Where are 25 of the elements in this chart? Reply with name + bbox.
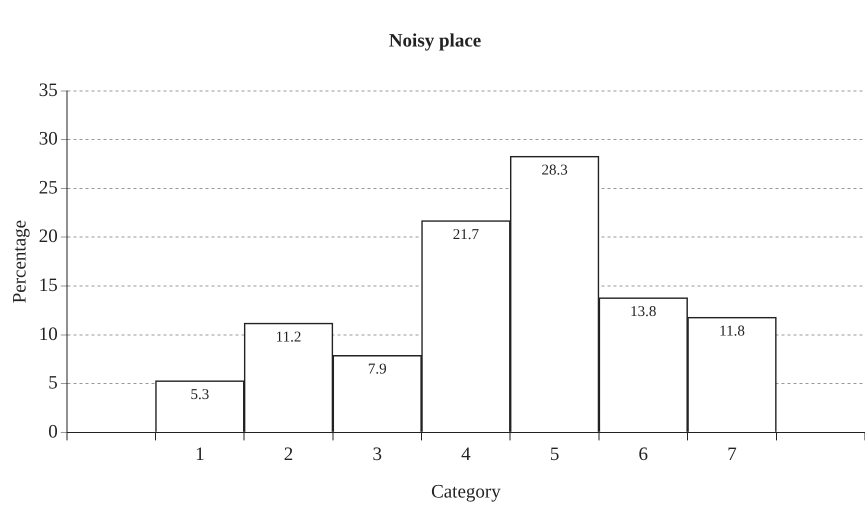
x-tick-label: 2 bbox=[284, 444, 294, 465]
data-label: 21.7 bbox=[452, 227, 480, 244]
y-tick-label: 25 bbox=[38, 177, 58, 198]
x-axis-title: Category bbox=[431, 482, 502, 503]
y-axis-title: Percentage bbox=[9, 220, 30, 304]
data-label: 7.9 bbox=[368, 362, 387, 378]
y-tick-label: 20 bbox=[38, 226, 58, 248]
y-tick-label: 0 bbox=[48, 421, 58, 442]
y-tick-label: 15 bbox=[38, 274, 58, 296]
x-tick-label: 3 bbox=[372, 444, 382, 465]
data-label: 5.3 bbox=[190, 387, 210, 404]
y-tick-label: 30 bbox=[38, 128, 58, 150]
y-tick-label: 5 bbox=[48, 372, 58, 394]
data-label: 11.8 bbox=[719, 324, 745, 340]
x-tick-label: 5 bbox=[550, 444, 560, 465]
y-tick-label: 10 bbox=[38, 324, 58, 345]
x-tick-label: 7 bbox=[727, 444, 737, 465]
data-label: 11.2 bbox=[276, 330, 302, 346]
x-tick-label: 1 bbox=[195, 444, 205, 465]
chart-title: Noisy place bbox=[388, 30, 482, 52]
data-label: 28.3 bbox=[541, 162, 568, 179]
y-tick-label: 35 bbox=[38, 80, 58, 101]
x-tick-label: 6 bbox=[638, 444, 648, 465]
data-label: 13.8 bbox=[630, 304, 656, 320]
x-tick-label: 4 bbox=[461, 444, 472, 465]
